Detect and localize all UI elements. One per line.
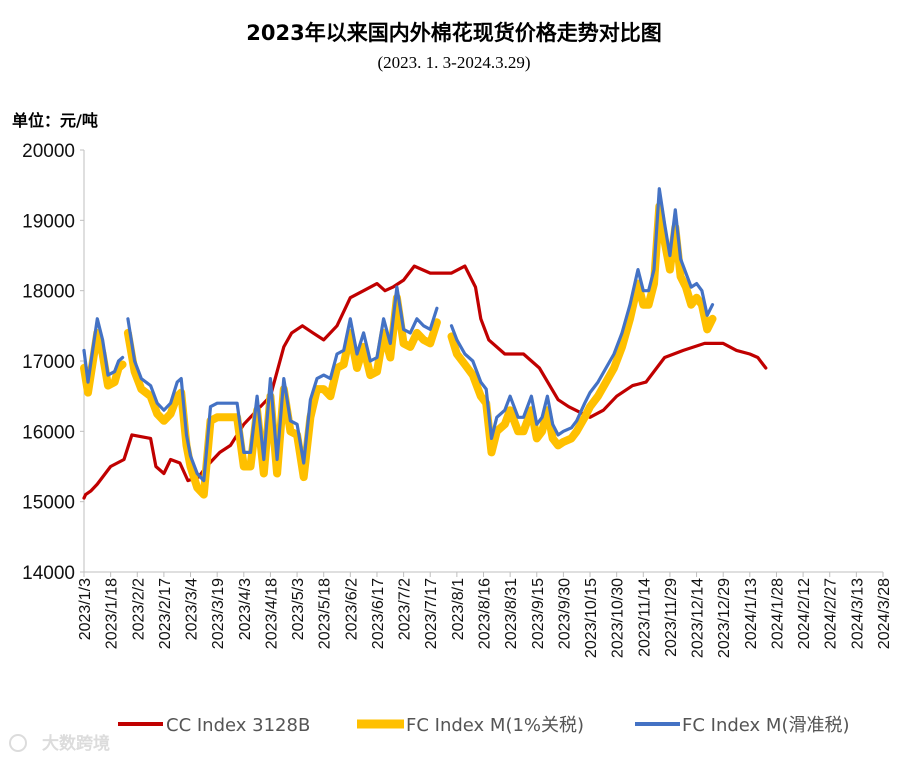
watermark-text: 大数跨境: [42, 733, 110, 754]
x-tick-label: 2023/8/1: [450, 578, 467, 640]
series-line-fc-index-1pct: [80, 202, 717, 499]
x-tick-label: 2023/3/19: [210, 578, 227, 649]
x-tick-label: 2024/2/27: [823, 578, 840, 649]
x-tick-label: 2023/12/29: [716, 578, 733, 658]
x-tick-label: 2023/2/17: [157, 578, 174, 649]
x-tick-label: 2023/5/3: [290, 578, 307, 640]
x-tick-label: 2024/3/13: [849, 578, 866, 649]
legend-label-fc-index-sliding: FC Index M(滑准税): [682, 715, 850, 736]
y-tick-label: 19000: [22, 211, 75, 232]
x-tick-label: 2023/9/15: [530, 578, 547, 649]
x-tick-label: 2023/12/14: [690, 578, 707, 658]
series-line-fc-index-sliding: [82, 187, 715, 483]
watermark: 大数跨境: [9, 733, 110, 754]
y-tick-label: 17000: [22, 352, 75, 373]
legend: CC Index 3128B FC Index M(1%关税) FC Index…: [118, 715, 850, 736]
x-tick-label: 2024/1/28: [769, 578, 786, 649]
x-tick-label: 2023/4/18: [263, 578, 280, 649]
x-tick-label: 2023/8/31: [503, 578, 520, 649]
y-tick-label: 16000: [22, 422, 75, 443]
chart-title: 2023年以来国内外棉花现货价格走势对比图: [246, 21, 661, 45]
y-axis-ticks: 20000 19000 18000 17000 16000 15000 14000: [22, 141, 84, 584]
watermark-logo-icon: [9, 734, 27, 752]
x-tick-label: 2023/6/2: [343, 578, 360, 640]
legend-label-cc-index: CC Index 3128B: [166, 715, 310, 736]
x-tick-label: 2023/6/17: [370, 578, 387, 649]
y-tick-label: 14000: [22, 563, 75, 584]
x-tick-label: 2023/10/30: [610, 578, 627, 658]
x-tick-label: 2023/1/18: [104, 578, 121, 649]
chart-subtitle: (2023. 1. 3-2024.3.29): [378, 53, 531, 72]
y-tick-label: 15000: [22, 493, 75, 514]
x-tick-label: 2023/7/2: [397, 578, 414, 640]
x-tick-label: 2024/1/13: [743, 578, 760, 649]
y-tick-label: 18000: [22, 282, 75, 303]
x-tick-label: 2023/11/14: [636, 578, 653, 657]
x-tick-label: 2023/4/3: [237, 578, 254, 640]
x-tick-label: 2023/5/18: [317, 578, 334, 649]
series-layer: [80, 187, 768, 500]
x-tick-label: 2023/10/15: [583, 578, 600, 658]
x-tick-label: 2023/8/16: [477, 578, 494, 649]
x-tick-label: 2024/2/12: [796, 578, 813, 649]
x-tick-label: 2023/9/30: [556, 578, 573, 649]
x-tick-label: 2023/2/2: [130, 578, 147, 640]
unit-label: 单位：元/吨: [12, 111, 98, 130]
x-tick-label: 2023/7/17: [423, 578, 440, 649]
legend-label-fc-index-1pct: FC Index M(1%关税): [406, 715, 584, 736]
series-line-cc-index: [82, 264, 768, 500]
x-tick-label: 2023/3/4: [184, 578, 201, 640]
x-tick-label: 2024/3/28: [876, 578, 893, 649]
x-axis-ticks: 2023/1/3 2023/1/18 2023/2/2 2023/2/17 2023/3…: [77, 572, 893, 658]
y-tick-label: 20000: [22, 141, 75, 162]
x-tick-label: 2023/11/29: [663, 578, 680, 657]
x-tick-label: 2023/1/3: [77, 578, 94, 640]
